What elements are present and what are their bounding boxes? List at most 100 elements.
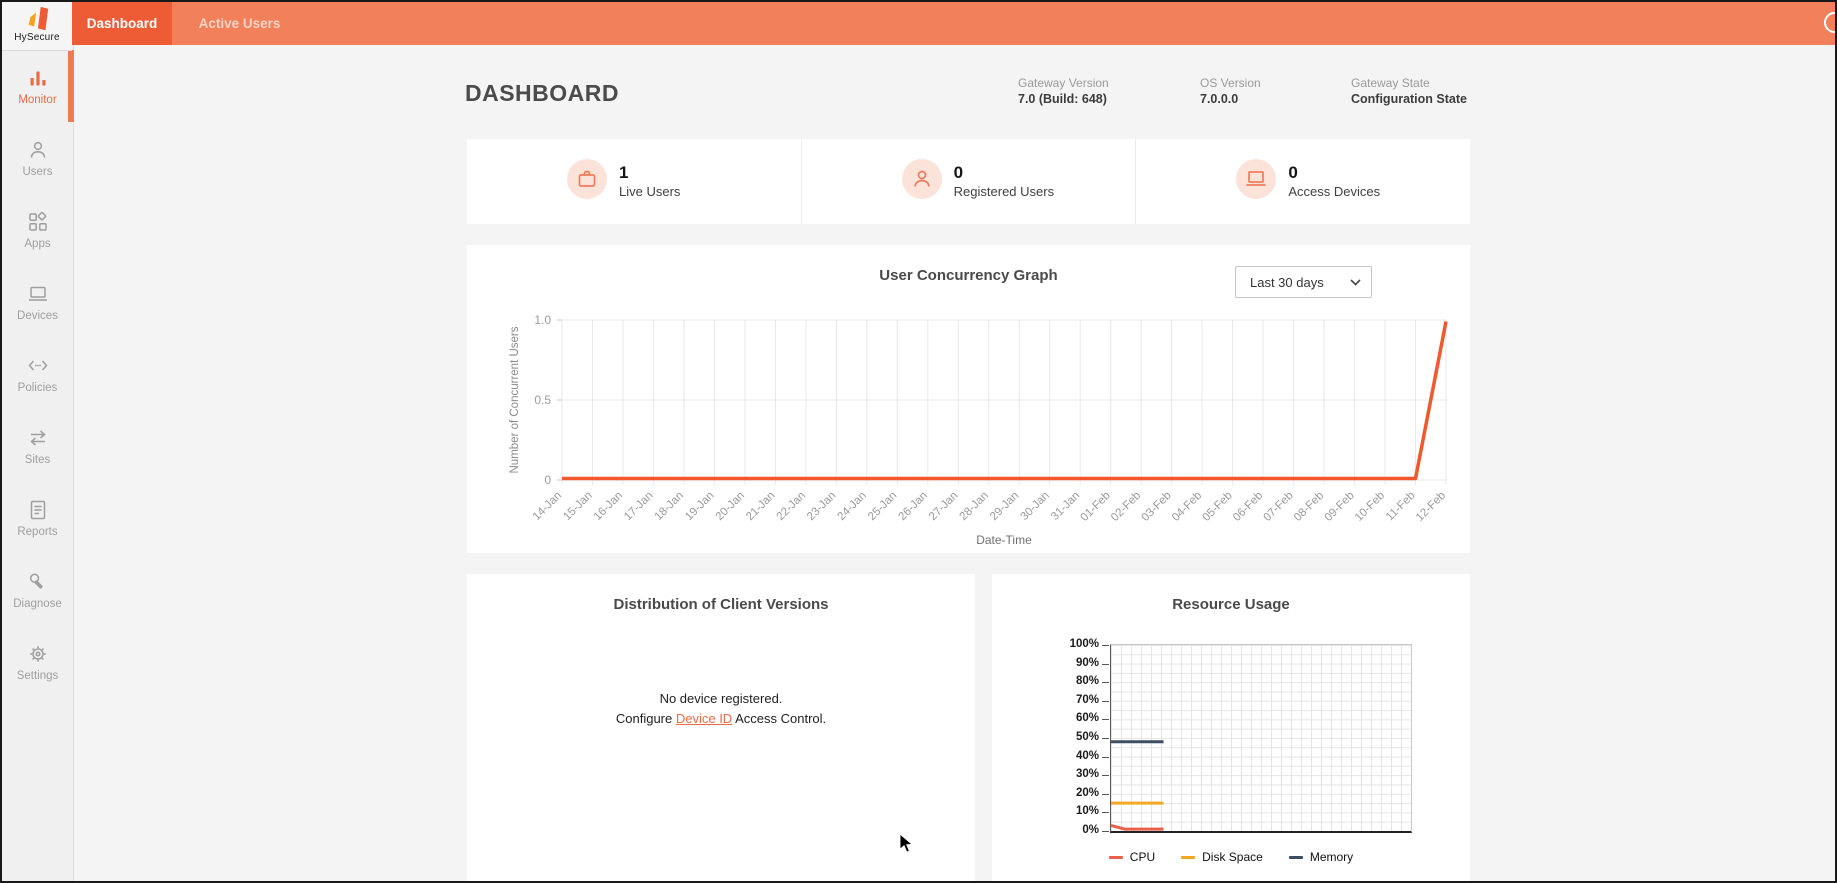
legend-swatch — [1181, 856, 1195, 859]
code-brackets-icon — [27, 354, 49, 378]
y-axis-label: 80% — [1076, 675, 1099, 687]
svg-text:01-Feb: 01-Feb — [1079, 490, 1113, 524]
svg-text:05-Feb: 05-Feb — [1200, 490, 1234, 524]
app-window: Dashboard Active Users HySecure MonitorU… — [0, 0, 1837, 883]
svg-text:30-Jan: 30-Jan — [1018, 490, 1051, 523]
message-line-2: Configure Device ID Access Control. — [467, 709, 975, 729]
y-axis-tick — [1102, 682, 1109, 683]
svg-text:22-Jan: 22-Jan — [775, 490, 808, 523]
sidebar-item-sites[interactable]: Sites — [2, 410, 73, 482]
y-axis-tick — [1102, 719, 1109, 720]
sidebar-item-reports[interactable]: Reports — [2, 482, 73, 554]
svg-text:16-Jan: 16-Jan — [592, 490, 625, 523]
svg-text:24-Jan: 24-Jan — [836, 490, 869, 523]
svg-text:17-Jan: 17-Jan — [622, 490, 655, 523]
sidebar-item-label: Apps — [24, 238, 50, 250]
sidebar-item-apps[interactable]: Apps — [2, 194, 73, 266]
stat-value: 0 — [954, 163, 1054, 183]
hysecure-logo-icon — [18, 5, 56, 33]
y-axis-tick — [1102, 738, 1109, 739]
y-axis-label: 0% — [1082, 824, 1099, 836]
gateway-state-info: Gateway State Configuration State — [1351, 75, 1467, 108]
power-icon[interactable] — [1820, 8, 1837, 37]
svg-text:29-Jan: 29-Jan — [988, 490, 1021, 523]
device-id-link[interactable]: Device ID — [676, 711, 732, 726]
sidebar-item-diagnose[interactable]: Diagnose — [2, 554, 73, 626]
bar-chart-icon — [27, 66, 49, 90]
svg-text:27-Jan: 27-Jan — [927, 490, 960, 523]
svg-text:Date-Time: Date-Time — [976, 533, 1032, 547]
gear-icon — [27, 642, 49, 666]
svg-text:25-Jan: 25-Jan — [866, 490, 899, 523]
stat-label: Access Devices — [1288, 183, 1380, 200]
svg-text:07-Feb: 07-Feb — [1261, 490, 1295, 524]
sidebar-item-settings[interactable]: Settings — [2, 626, 73, 698]
user-concurrency-chart: 1.00.5014-Jan15-Jan16-Jan17-Jan18-Jan19-… — [562, 320, 1446, 480]
svg-text:04-Feb: 04-Feb — [1170, 490, 1204, 524]
svg-text:02-Feb: 02-Feb — [1109, 490, 1143, 524]
svg-text:12-Feb: 12-Feb — [1414, 490, 1448, 524]
svg-text:03-Feb: 03-Feb — [1140, 490, 1174, 524]
mouse-cursor — [899, 833, 914, 859]
page-title: DASHBOARD — [465, 80, 619, 107]
svg-text:1.0: 1.0 — [534, 313, 551, 327]
time-range-select[interactable]: Last 30 days — [1235, 266, 1372, 298]
info-value: Configuration State — [1351, 91, 1467, 108]
no-device-message: No device registered. Configure Device I… — [467, 689, 975, 729]
arrows-swap-icon — [27, 426, 49, 450]
svg-text:09-Feb: 09-Feb — [1322, 490, 1356, 524]
stat-card-registered-users: 0Registered Users — [801, 139, 1136, 224]
stat-value: 0 — [1288, 163, 1380, 183]
legend-swatch — [1289, 856, 1303, 859]
sidebar-item-label: Policies — [18, 382, 58, 394]
tab-dashboard[interactable]: Dashboard — [72, 2, 172, 45]
sidebar-item-devices[interactable]: Devices — [2, 266, 73, 338]
svg-text:14-Jan: 14-Jan — [531, 490, 564, 523]
sidebar-item-monitor[interactable]: Monitor — [2, 50, 73, 122]
sidebar-item-users[interactable]: Users — [2, 122, 73, 194]
y-axis-label: 20% — [1076, 787, 1099, 799]
info-value: 7.0 (Build: 648) — [1018, 91, 1109, 108]
info-label: Gateway State — [1351, 75, 1467, 91]
message-line-1: No device registered. — [467, 689, 975, 709]
stat-card-access-devices: 0Access Devices — [1135, 139, 1470, 224]
svg-text:06-Feb: 06-Feb — [1231, 490, 1265, 524]
stat-value: 1 — [619, 163, 680, 183]
laptop-icon — [27, 282, 49, 306]
svg-text:18-Jan: 18-Jan — [653, 490, 686, 523]
person-icon — [27, 138, 49, 162]
stat-card-live-users: 1Live Users — [467, 139, 801, 224]
resource-usage-panel: Resource Usage 100%90%80%70%60%50%40%30%… — [992, 574, 1470, 881]
stat-label: Live Users — [619, 183, 680, 200]
y-axis-tick — [1102, 775, 1109, 776]
y-axis-label: 10% — [1076, 805, 1099, 817]
time-range-value: Last 30 days — [1250, 275, 1324, 290]
y-axis-label: 90% — [1076, 657, 1099, 669]
y-axis-label: 50% — [1076, 731, 1099, 743]
document-icon — [27, 498, 49, 522]
sidebar-item-policies[interactable]: Policies — [2, 338, 73, 410]
svg-text:10-Feb: 10-Feb — [1353, 490, 1387, 524]
svg-text:15-Jan: 15-Jan — [561, 490, 594, 523]
gateway-version-info: Gateway Version 7.0 (Build: 648) — [1018, 75, 1109, 108]
svg-text:23-Jan: 23-Jan — [805, 490, 838, 523]
sidebar-item-label: Settings — [17, 670, 59, 682]
y-axis-tick — [1102, 757, 1109, 758]
svg-text:21-Jan: 21-Jan — [744, 490, 777, 523]
y-axis-label: 40% — [1076, 750, 1099, 762]
y-axis-tick — [1102, 831, 1109, 832]
svg-text:11-Feb: 11-Feb — [1384, 490, 1418, 524]
y-axis-tick — [1102, 645, 1109, 646]
y-axis-tick — [1102, 812, 1109, 813]
chart-title: Resource Usage — [992, 596, 1470, 613]
sidebar-item-label: Monitor — [18, 94, 56, 106]
svg-text:20-Jan: 20-Jan — [714, 490, 747, 523]
info-label: Gateway Version — [1018, 75, 1109, 91]
tab-active-users[interactable]: Active Users — [172, 2, 307, 45]
laptop-icon — [1236, 159, 1276, 199]
sidebar-item-label: Sites — [25, 454, 51, 466]
user-concurrency-panel: User Concurrency Graph Last 30 days 1.00… — [467, 245, 1470, 553]
svg-text:19-Jan: 19-Jan — [683, 490, 716, 523]
info-label: OS Version — [1200, 75, 1261, 91]
wrench-icon — [27, 570, 49, 594]
